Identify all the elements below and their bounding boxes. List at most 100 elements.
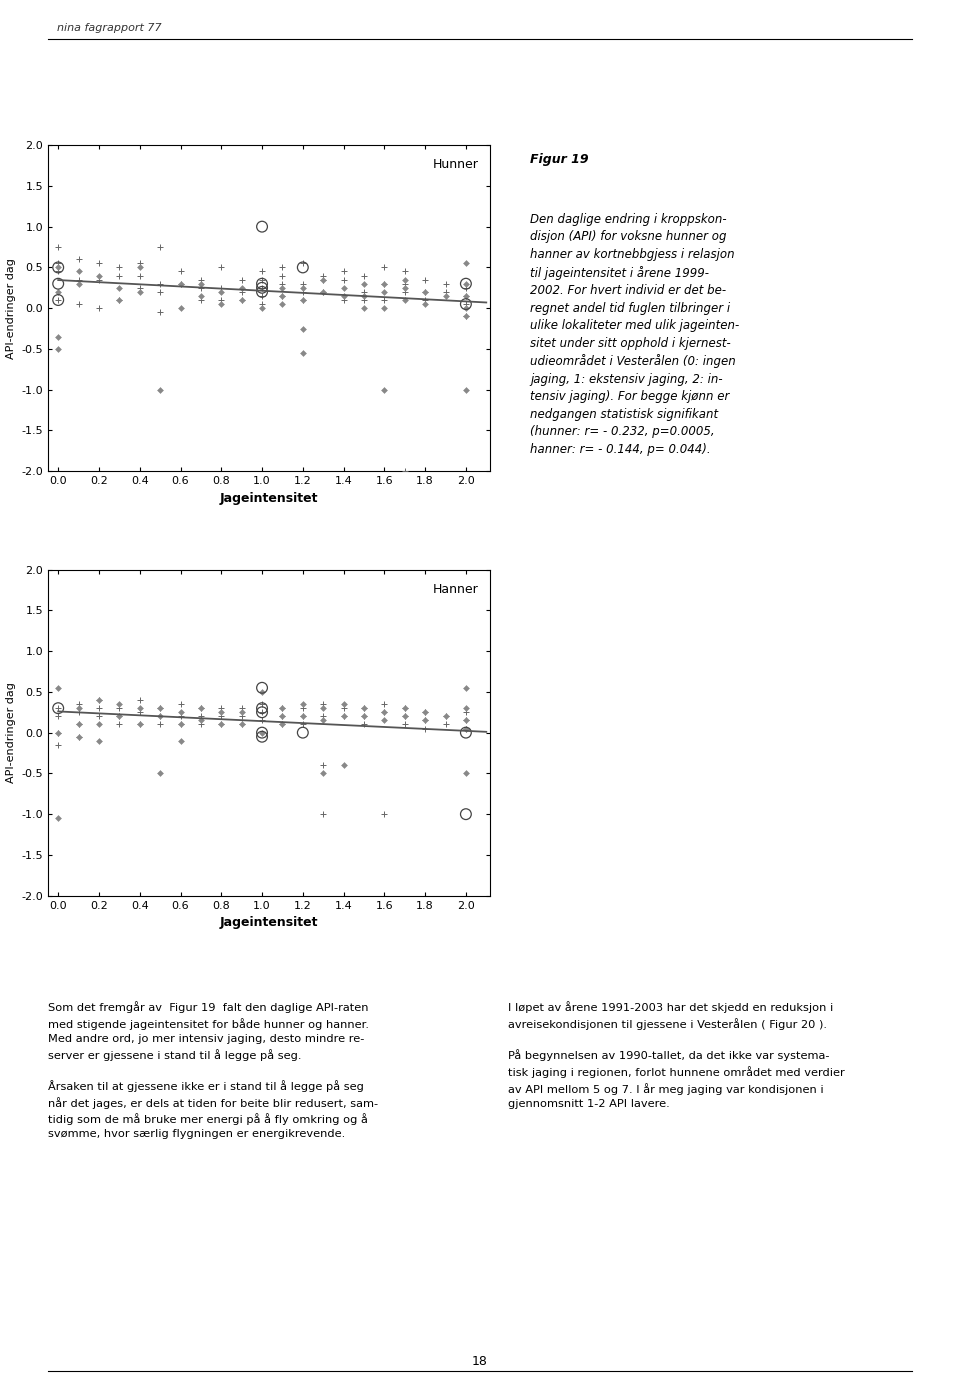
- Point: [316, 692, 331, 715]
- Point: [254, 277, 270, 299]
- Point: [111, 705, 127, 727]
- Point: [193, 705, 208, 727]
- Point: [153, 301, 168, 323]
- Point: [71, 269, 86, 291]
- Point: [336, 284, 351, 306]
- Text: nina fagrapport 77: nina fagrapport 77: [57, 24, 161, 33]
- Point: [153, 379, 168, 401]
- Point: [295, 252, 310, 274]
- Point: [111, 692, 127, 715]
- Point: [111, 696, 127, 719]
- Point: [254, 273, 270, 295]
- Point: [295, 705, 310, 727]
- Point: [234, 288, 250, 311]
- Text: Figur 19: Figur 19: [530, 153, 588, 166]
- Point: [295, 696, 310, 719]
- Point: [111, 277, 127, 299]
- Point: [213, 281, 228, 304]
- Point: [418, 293, 433, 315]
- Point: [254, 701, 270, 723]
- Point: [336, 288, 351, 311]
- Point: [51, 807, 66, 829]
- Point: [458, 277, 473, 299]
- Point: [458, 709, 473, 731]
- Point: [132, 701, 148, 723]
- Point: [336, 692, 351, 715]
- Point: [336, 754, 351, 776]
- Point: [418, 701, 433, 723]
- Point: [418, 709, 433, 731]
- Point: [173, 260, 188, 283]
- Point: [51, 734, 66, 756]
- Point: [458, 717, 473, 740]
- Point: [91, 730, 107, 752]
- Point: [193, 288, 208, 311]
- Point: [295, 273, 310, 295]
- Point: [254, 722, 270, 744]
- Point: [458, 762, 473, 784]
- Point: [111, 256, 127, 279]
- Point: [458, 273, 473, 295]
- Point: [91, 705, 107, 727]
- Point: [458, 293, 473, 315]
- Point: [397, 281, 413, 304]
- Point: [71, 692, 86, 715]
- Point: [316, 281, 331, 304]
- Point: [132, 281, 148, 304]
- Point: [132, 252, 148, 274]
- Point: [254, 284, 270, 306]
- Point: [153, 705, 168, 727]
- Point: [234, 281, 250, 304]
- Point: [336, 705, 351, 727]
- Point: [458, 297, 473, 319]
- Point: [153, 281, 168, 304]
- Point: [254, 216, 270, 238]
- Point: [275, 256, 290, 279]
- Point: [295, 288, 310, 311]
- Point: [254, 293, 270, 315]
- Point: [458, 273, 473, 295]
- Point: [356, 696, 372, 719]
- Point: [275, 713, 290, 736]
- Point: [397, 277, 413, 299]
- Point: [132, 277, 148, 299]
- Point: [336, 696, 351, 719]
- Point: [234, 696, 250, 719]
- Point: [254, 709, 270, 731]
- Point: [458, 722, 473, 744]
- Point: [71, 696, 86, 719]
- Point: [376, 273, 392, 295]
- Point: [438, 705, 453, 727]
- Point: [213, 293, 228, 315]
- Point: [336, 277, 351, 299]
- Text: Hanner: Hanner: [433, 582, 479, 596]
- Point: [458, 284, 473, 306]
- Point: [397, 705, 413, 727]
- Point: [193, 277, 208, 299]
- Point: [254, 297, 270, 319]
- Point: [356, 288, 372, 311]
- Point: [234, 705, 250, 727]
- Point: [316, 269, 331, 291]
- Point: [376, 297, 392, 319]
- Point: [275, 273, 290, 295]
- Point: [418, 717, 433, 740]
- Point: [397, 288, 413, 311]
- Text: Hunner: Hunner: [433, 159, 479, 171]
- Point: [51, 677, 66, 699]
- Point: [356, 696, 372, 719]
- Point: [213, 701, 228, 723]
- Point: [51, 288, 66, 311]
- Point: [254, 692, 270, 715]
- Point: [213, 288, 228, 311]
- Point: [51, 260, 66, 283]
- Point: [295, 692, 310, 715]
- Point: [356, 705, 372, 727]
- Point: [132, 690, 148, 712]
- Point: [193, 696, 208, 719]
- Point: [173, 692, 188, 715]
- Point: [316, 709, 331, 731]
- Point: [173, 273, 188, 295]
- Point: [153, 273, 168, 295]
- Point: [193, 709, 208, 731]
